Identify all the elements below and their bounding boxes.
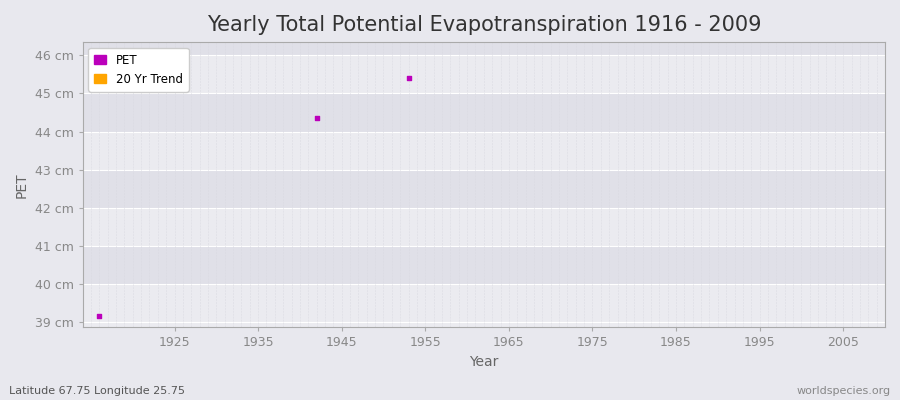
Point <box>401 75 416 82</box>
Legend: PET, 20 Yr Trend: PET, 20 Yr Trend <box>88 48 188 92</box>
Bar <box>83 132 885 170</box>
Bar <box>83 42 885 56</box>
Title: Yearly Total Potential Evapotranspiration 1916 - 2009: Yearly Total Potential Evapotranspiratio… <box>206 15 761 35</box>
X-axis label: Year: Year <box>469 355 499 369</box>
Text: Latitude 67.75 Longitude 25.75: Latitude 67.75 Longitude 25.75 <box>9 386 185 396</box>
Bar <box>83 56 885 94</box>
Bar <box>83 284 885 322</box>
Text: worldspecies.org: worldspecies.org <box>796 386 891 396</box>
Bar <box>83 170 885 208</box>
Bar <box>83 208 885 246</box>
Point <box>310 115 324 121</box>
Point <box>92 313 106 319</box>
Bar <box>83 322 885 328</box>
Bar <box>83 246 885 284</box>
Bar <box>83 94 885 132</box>
Y-axis label: PET: PET <box>15 172 29 198</box>
